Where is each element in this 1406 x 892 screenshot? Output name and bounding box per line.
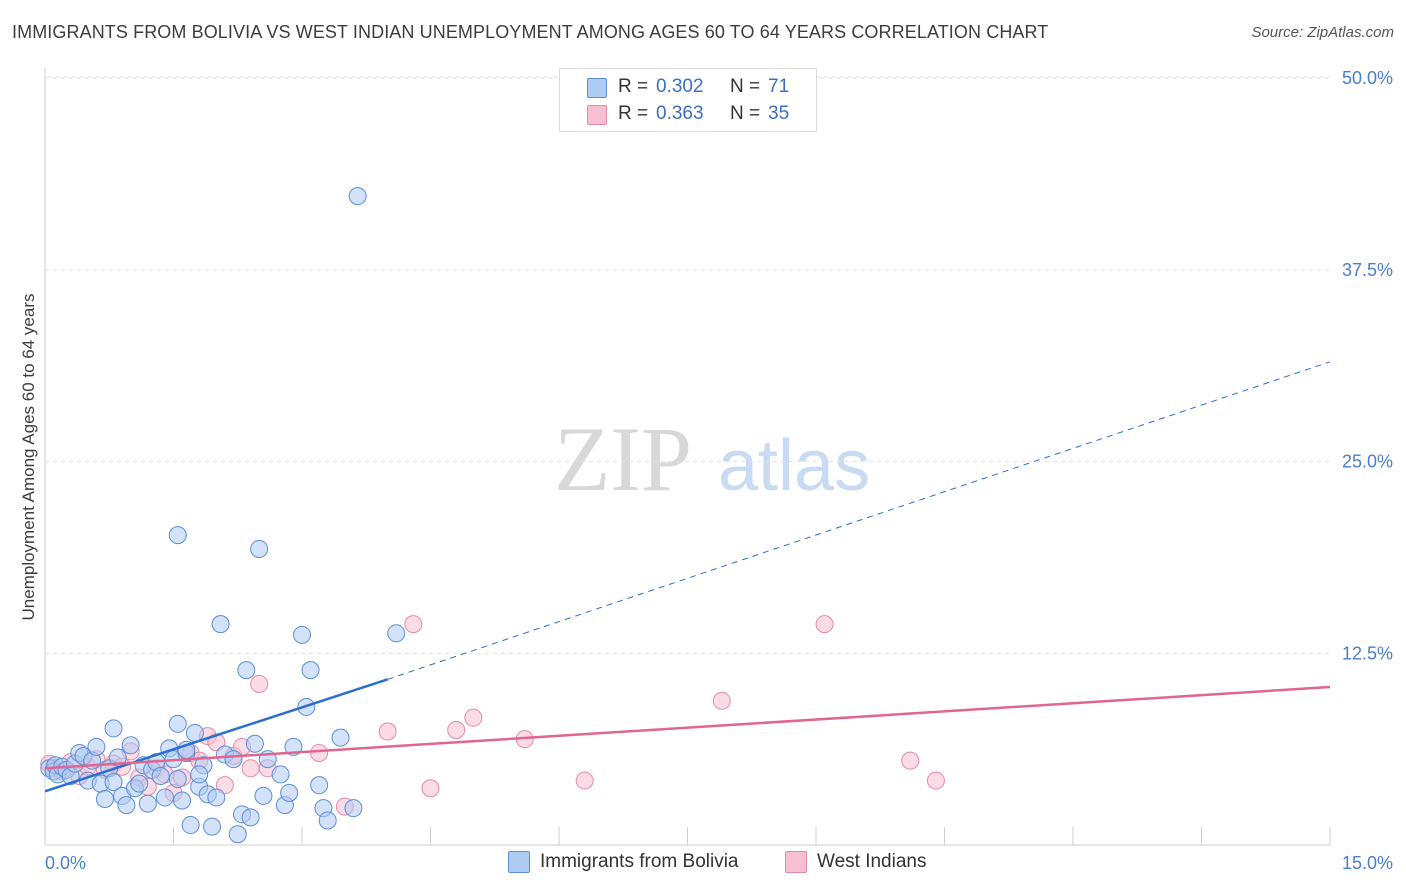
legend-r-label: R = xyxy=(618,76,649,97)
data-point-bolivia xyxy=(151,766,170,785)
data-point-bolivia xyxy=(130,774,149,793)
data-point-west-indians xyxy=(310,743,329,762)
grid-lines xyxy=(45,76,1330,654)
data-point-bolivia xyxy=(348,187,367,206)
data-point-bolivia xyxy=(121,736,140,755)
correlation-legend: R = 0.302 N = 71 R = 0.363 N = 35 xyxy=(559,68,817,132)
data-point-bolivia xyxy=(173,791,192,810)
data-point-west-indians xyxy=(421,779,440,798)
chart-title: IMMIGRANTS FROM BOLIVIA VS WEST INDIAN U… xyxy=(12,22,1049,42)
data-point-bolivia xyxy=(203,817,222,836)
legend-n-label: N = xyxy=(730,76,761,97)
y-axis-label: Unemployment Among Ages 60 to 64 years xyxy=(19,294,38,621)
data-point-bolivia xyxy=(138,794,157,813)
data-point-bolivia xyxy=(254,786,273,805)
data-point-bolivia xyxy=(117,796,136,815)
data-point-bolivia xyxy=(224,750,243,769)
trend-line-bolivia xyxy=(44,678,389,793)
data-point-bolivia xyxy=(168,770,187,789)
data-point-bolivia xyxy=(104,719,123,738)
watermark-atlas: atlas xyxy=(718,426,870,506)
data-point-bolivia xyxy=(237,661,256,680)
data-point-bolivia xyxy=(185,724,204,743)
legend-row-west-indians: R = 0.363 N = 35 xyxy=(560,102,816,128)
watermark-zip: ZIP xyxy=(554,408,692,510)
legend-swatch-bolivia xyxy=(587,78,607,98)
data-point-bolivia xyxy=(108,748,127,767)
data-point-bolivia xyxy=(87,737,106,756)
data-point-bolivia xyxy=(318,811,337,830)
legend-n-value: 35 xyxy=(768,103,790,124)
data-point-west-indians xyxy=(215,776,234,795)
data-point-bolivia xyxy=(331,728,350,747)
y-tick-label: 50.0% xyxy=(1342,68,1393,88)
trend-lines xyxy=(44,361,1331,793)
data-point-bolivia xyxy=(181,816,200,835)
source-label: Source: ZipAtlas.com xyxy=(1251,24,1394,41)
data-point-bolivia xyxy=(344,799,363,818)
data-point-bolivia xyxy=(301,661,320,680)
legend-item-bolivia: Immigrants from Bolivia xyxy=(508,851,739,873)
data-point-bolivia xyxy=(310,776,329,795)
legend-r-label: R = xyxy=(618,103,649,124)
legend-r-value: 0.363 xyxy=(656,103,704,124)
data-point-bolivia xyxy=(155,788,174,807)
legend-label-west-indians: West Indians xyxy=(817,851,927,872)
legend-n-value: 71 xyxy=(768,76,790,97)
trend-line-bolivia-extrapolated xyxy=(387,361,1331,680)
data-point-bolivia xyxy=(245,734,264,753)
x-tick-label: 15.0% xyxy=(1342,853,1393,873)
data-point-west-indians xyxy=(250,674,269,693)
data-point-west-indians xyxy=(378,722,397,741)
data-point-bolivia xyxy=(190,765,209,784)
data-point-west-indians xyxy=(404,615,423,634)
data-point-west-indians xyxy=(575,771,594,790)
tick-labels: 12.5% 25.0% 37.5% 50.0% 0.0% 15.0% xyxy=(45,68,1393,873)
data-point-bolivia xyxy=(250,539,269,558)
data-point-west-indians xyxy=(926,771,945,790)
data-point-bolivia xyxy=(271,765,290,784)
legend-swatch-bolivia xyxy=(508,851,530,873)
data-point-bolivia xyxy=(207,788,226,807)
data-point-bolivia xyxy=(228,825,247,844)
legend-r-value: 0.302 xyxy=(656,76,704,97)
data-point-west-indians xyxy=(464,708,483,727)
legend-swatch-west-indians xyxy=(785,851,807,873)
data-point-bolivia xyxy=(211,615,230,634)
data-point-bolivia xyxy=(280,783,299,802)
data-point-bolivia xyxy=(293,625,311,644)
y-tick-label: 25.0% xyxy=(1342,452,1393,472)
data-point-west-indians xyxy=(815,615,834,634)
watermark: ZIP atlas xyxy=(554,408,870,510)
data-point-bolivia xyxy=(95,789,114,808)
legend-label-bolivia: Immigrants from Bolivia xyxy=(540,851,739,872)
data-point-bolivia xyxy=(168,714,187,733)
data-point-bolivia xyxy=(241,808,260,827)
legend-row-bolivia: R = 0.302 N = 71 xyxy=(560,75,816,101)
axes xyxy=(44,68,1331,846)
legend-n-label: N = xyxy=(730,103,761,124)
y-tick-label: 37.5% xyxy=(1342,260,1393,280)
legend-item-west-indians: West Indians xyxy=(785,851,926,873)
data-point-west-indians xyxy=(447,720,466,739)
data-point-bolivia xyxy=(387,624,406,643)
data-point-bolivia xyxy=(168,526,187,545)
data-point-bolivia xyxy=(104,773,123,792)
legend-swatch-west-indians xyxy=(587,105,607,125)
trend-line-west-indians xyxy=(44,685,1331,770)
data-point-west-indians xyxy=(901,751,920,770)
data-point-west-indians xyxy=(241,759,260,778)
x-tick-label: 0.0% xyxy=(45,853,86,873)
data-point-west-indians xyxy=(712,691,731,710)
y-tick-label: 12.5% xyxy=(1342,643,1393,663)
